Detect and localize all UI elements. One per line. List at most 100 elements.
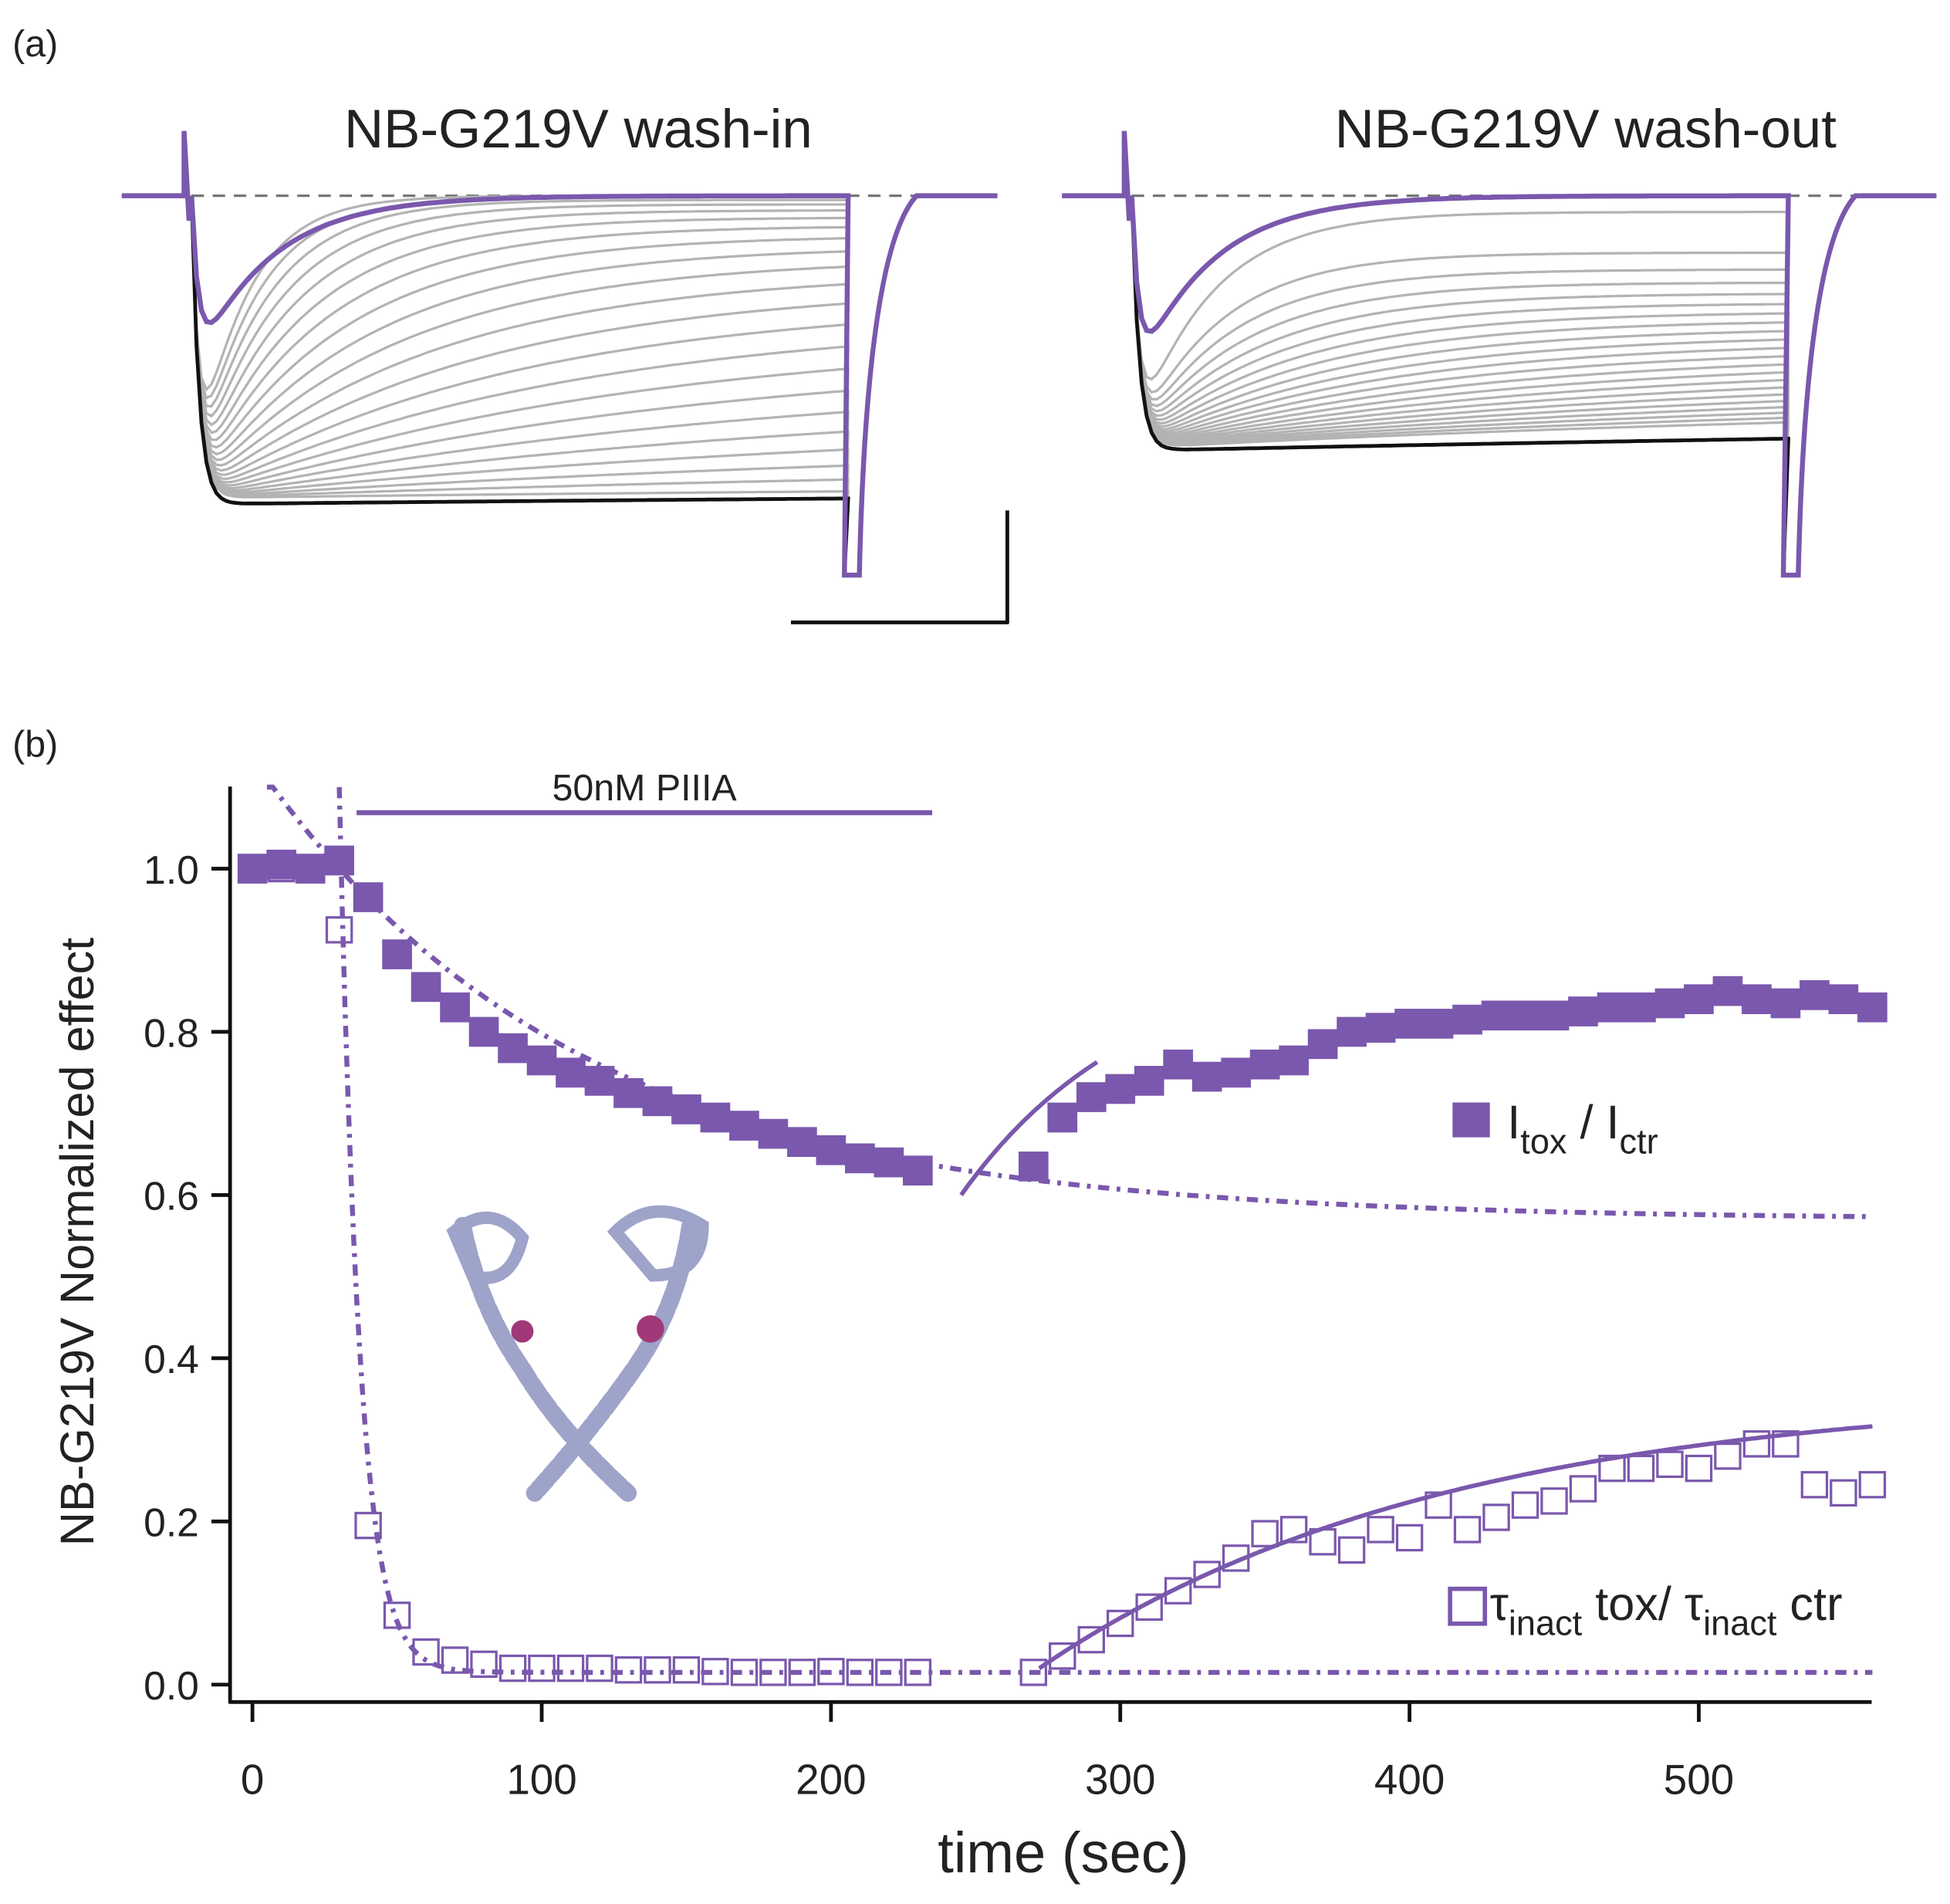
itox-point xyxy=(1857,992,1887,1023)
y-axis-label: NB-G219V Normalized effect xyxy=(51,938,103,1546)
tau-point xyxy=(383,1601,411,1629)
itox-point xyxy=(1597,992,1627,1023)
y-tick-label: 0.4 xyxy=(144,1337,199,1381)
itox-point xyxy=(556,1057,586,1088)
wash-in-title: NB-G219V wash-in xyxy=(344,99,813,160)
tau-point xyxy=(296,854,324,883)
toxin-application-label: 50nM PIIIA xyxy=(553,767,738,809)
itox-point xyxy=(816,1135,847,1165)
tau-point xyxy=(1367,1516,1394,1544)
tau-point xyxy=(441,1646,469,1674)
legend-open-marker xyxy=(1448,1586,1488,1626)
itox-point xyxy=(671,1094,701,1124)
panel-b-label: (b) xyxy=(12,723,58,765)
tau-point xyxy=(1222,1544,1250,1572)
tau-point xyxy=(1685,1454,1713,1483)
tau-point xyxy=(238,854,266,883)
axes: 0 100 200 300 400 500 0.0 0.2 0.4 0.6 0.8 1.0 xyxy=(144,786,1872,1804)
itox-point xyxy=(1279,1045,1309,1076)
tau-point xyxy=(1251,1520,1279,1547)
itox-point xyxy=(1307,1029,1338,1060)
tau-point xyxy=(354,1511,382,1540)
x-tick-label: 300 xyxy=(1085,1756,1155,1804)
data-points xyxy=(237,845,1887,1686)
tau-point xyxy=(1540,1487,1568,1515)
tau-point xyxy=(498,1654,527,1682)
itox-point xyxy=(902,1155,933,1186)
tau-point xyxy=(528,1654,556,1682)
itox-point xyxy=(1221,1057,1252,1088)
itox-point xyxy=(1018,1152,1049,1182)
tau-point xyxy=(1424,1491,1452,1519)
fit-line xyxy=(266,784,1873,1219)
tau-point xyxy=(1714,1442,1742,1470)
itox-point xyxy=(1626,992,1656,1023)
panel-a-label: (a) xyxy=(12,23,58,65)
itox-point xyxy=(1568,996,1598,1026)
itox-point xyxy=(1365,1013,1396,1043)
x-tick-label: 400 xyxy=(1374,1756,1445,1804)
itox-point xyxy=(1191,1061,1222,1092)
tau-point xyxy=(1164,1577,1192,1605)
itox-point xyxy=(1163,1049,1194,1080)
x-axis-label: time (sec) xyxy=(938,1821,1188,1885)
scale-bar xyxy=(790,510,1009,624)
itox-point xyxy=(1742,984,1772,1015)
y-tick-label: 0.8 xyxy=(144,1010,199,1055)
itox-point xyxy=(1828,984,1859,1015)
itox-point xyxy=(498,1033,528,1064)
tau-point xyxy=(325,916,353,944)
itox-point xyxy=(353,882,384,912)
itox-point xyxy=(1134,1066,1164,1096)
legend-filled-marker xyxy=(1452,1102,1490,1138)
itox-point xyxy=(613,1077,644,1108)
itox-point xyxy=(758,1118,789,1149)
tau-point xyxy=(817,1658,845,1686)
itox-point xyxy=(1539,1000,1570,1031)
tau-point xyxy=(1656,1450,1684,1479)
itox-point xyxy=(266,849,296,880)
tau-point xyxy=(1627,1454,1655,1483)
tau-point xyxy=(730,1659,759,1686)
itox-point xyxy=(324,845,354,876)
tau-point xyxy=(1772,1430,1800,1458)
y-tick-label: 0.0 xyxy=(144,1663,199,1708)
itox-point xyxy=(1800,980,1830,1010)
tau-point xyxy=(1453,1516,1482,1544)
itox-point xyxy=(1770,988,1801,1019)
fit-line xyxy=(336,786,1873,1676)
tau-point xyxy=(1193,1561,1221,1588)
itox-point xyxy=(874,1147,904,1178)
itox-point xyxy=(1510,1000,1540,1031)
y-tick-label: 1.0 xyxy=(144,847,199,892)
itox-point xyxy=(1249,1049,1280,1080)
tau-point xyxy=(1800,1470,1829,1499)
tau-point xyxy=(672,1655,701,1684)
tau-point xyxy=(1395,1524,1424,1552)
legend: Itox / Ictr τinact tox/ τinact ctr xyxy=(1448,1096,1842,1642)
tau-point xyxy=(1135,1593,1163,1622)
itox-point xyxy=(1394,1009,1424,1039)
itox-point xyxy=(1452,1004,1482,1035)
tau-point xyxy=(1482,1503,1510,1531)
itox-point xyxy=(1481,1000,1512,1031)
y-tick-label: 0.2 xyxy=(144,1500,199,1545)
itox-point xyxy=(382,939,412,969)
itox-point xyxy=(845,1143,875,1174)
itox-point xyxy=(526,1045,557,1076)
tau-point xyxy=(470,1650,498,1679)
itox-point xyxy=(1654,988,1685,1019)
tau-point xyxy=(1598,1454,1626,1483)
x-tick-label: 100 xyxy=(506,1756,576,1804)
itox-point xyxy=(1337,1016,1367,1047)
tau-point xyxy=(1279,1516,1308,1544)
itox-point xyxy=(729,1111,759,1141)
legend-filled-label: Itox / Ictr xyxy=(1507,1096,1658,1161)
tau-point xyxy=(759,1659,787,1686)
tau-point xyxy=(267,854,296,883)
fit-line xyxy=(1038,1424,1873,1670)
tau-point xyxy=(614,1655,643,1684)
tau-point xyxy=(1830,1479,1857,1507)
tau-point xyxy=(875,1659,903,1686)
tau-point xyxy=(904,1659,932,1686)
